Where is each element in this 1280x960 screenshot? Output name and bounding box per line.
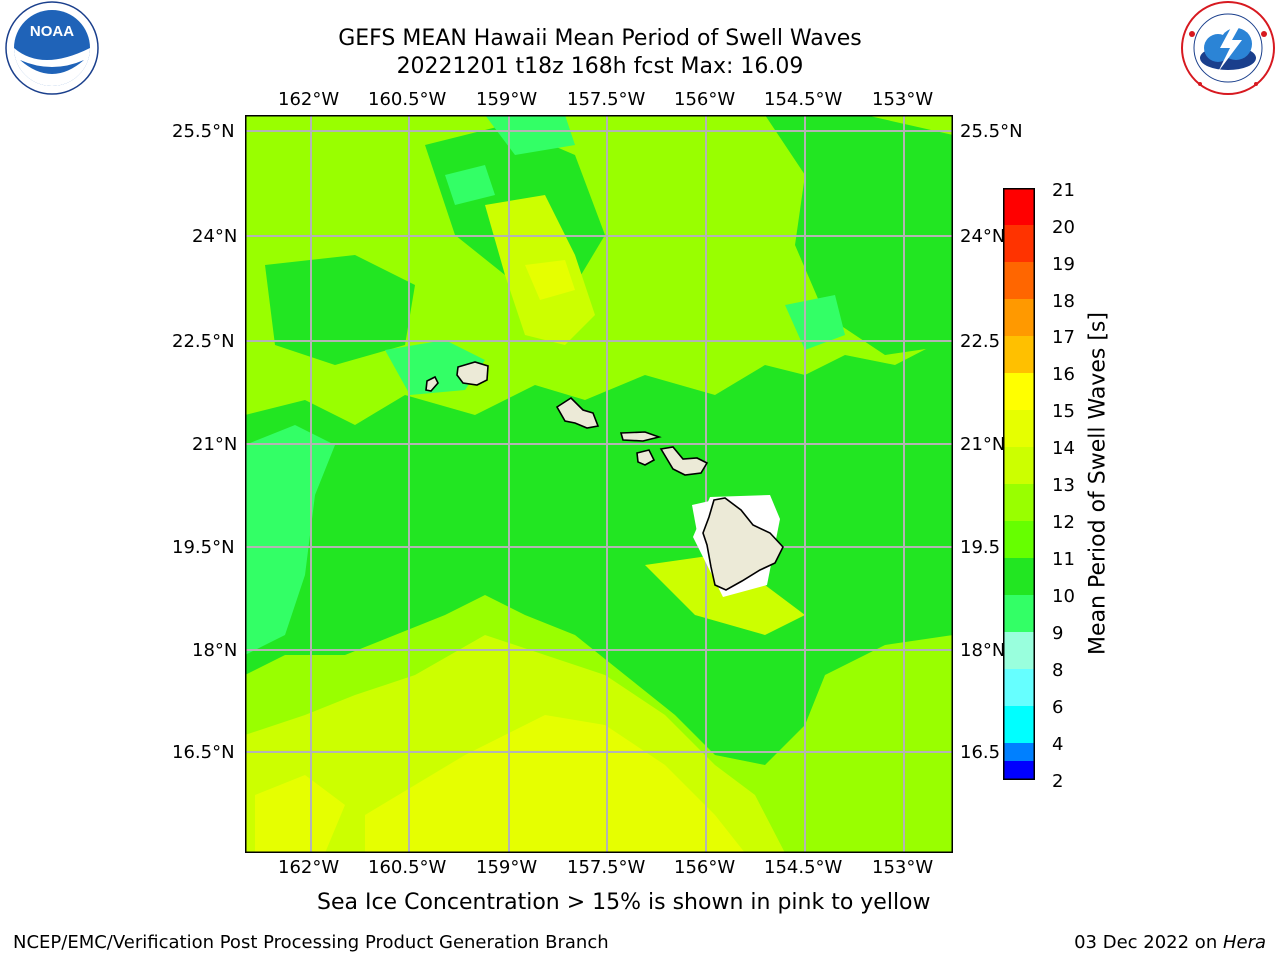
footer-host: Hera [1222,932,1266,953]
map-title: GEFS MEAN Hawaii Mean Period of Swell Wa… [338,26,862,51]
lat-tick-right: 24°N [960,226,1006,247]
map-subtitle: 20221201 t18z 168h fcst Max: 16.09 [396,54,804,79]
band-10-11 [785,295,845,350]
nws-emblem-icon [1181,1,1275,95]
lat-tick-right: 18°N [960,640,1006,661]
band-14-15 [525,260,575,300]
island-maui [659,446,709,476]
lon-tick-bottom: 156°W [674,857,736,878]
colorbar-tick: 13 [1052,475,1075,496]
colorbar-tick: 2 [1052,771,1064,792]
colorbar-scale [1003,188,1035,780]
lat-tick-right: 16.5 [960,742,1001,763]
band-10-11 [245,425,335,655]
lon-tick-bottom: 154.5°W [764,857,843,878]
lon-tick-bottom: 153°W [872,857,934,878]
band-14-15 [255,775,345,853]
map-panel[interactable] [245,115,953,853]
lon-tick-top: 156°W [674,89,736,110]
colorbar-tick: 20 [1052,217,1075,238]
island-kauai [456,361,489,386]
lat-tick-right: 21°N [960,434,1006,455]
lat-tick-left: 25.5°N [172,121,235,142]
colorbar-tick: 10 [1052,586,1075,607]
lat-tick-left: 21°N [192,434,238,455]
island-oahu [555,396,600,429]
lat-tick-left: 16.5°N [172,742,235,763]
lon-tick-bottom: 160.5°W [368,857,447,878]
colorbar-tick: 18 [1052,291,1075,312]
lon-tick-top: 153°W [872,89,934,110]
lat-tick-left: 18°N [192,640,238,661]
colorbar-tick: 9 [1052,623,1064,644]
lon-tick-top: 159°W [476,89,538,110]
lon-tick-top: 154.5°W [764,89,843,110]
colorbar [1003,188,1035,780]
band-11-12 [245,335,953,765]
colorbar-label: Mean Period of Swell Waves [s] [1085,312,1111,655]
colorbar-tick: 11 [1052,549,1075,570]
lat-tick-left: 19.5°N [172,537,235,558]
band-10-11 [485,115,575,155]
band-11-12 [265,255,415,365]
lon-tick-bottom: 159°W [476,857,538,878]
nws-logo [1178,0,1278,100]
band-14-15 [365,715,745,853]
swell-period-map [245,115,953,853]
noaa-emblem-icon: NOAA [5,1,99,95]
island-molokai [619,431,662,442]
lon-tick-bottom: 157.5°W [567,857,646,878]
colorbar-tick: 8 [1052,660,1064,681]
island-hawaii [702,497,784,591]
colorbar-tick: 21 [1052,180,1075,201]
island-niihau [425,375,439,392]
lon-tick-bottom: 162°W [278,857,340,878]
colorbar-tick: 6 [1052,697,1064,718]
colorbar-tick: 15 [1052,401,1075,422]
map-frame [245,115,953,853]
colorbar-tick: 16 [1052,364,1075,385]
colorbar-tick: 17 [1052,327,1075,348]
lat-tick-left: 22.5°N [172,331,235,352]
colorbar-tick: 12 [1052,512,1075,533]
footer-date: 03 Dec 2022 on Hera [1074,932,1266,953]
band-10-11 [445,165,495,205]
island-lanai [636,449,656,466]
graticule [245,115,953,853]
noaa-logo: NOAA [2,0,102,100]
lon-tick-top: 160.5°W [368,89,447,110]
svg-text:NOAA: NOAA [30,23,74,40]
lat-tick-right: 19.5 [960,537,1001,558]
colorbar-tick: 14 [1052,438,1075,459]
footer-credit: NCEP/EMC/Verification Post Processing Pr… [13,932,609,953]
lat-tick-right: 22.5 [960,331,1001,352]
colorbar-tick: 19 [1052,254,1075,275]
colorbar-tick: 4 [1052,734,1064,755]
lon-tick-top: 157.5°W [567,89,646,110]
lat-tick-left: 24°N [192,226,238,247]
footer-date-text: 03 Dec 2022 on [1074,932,1223,953]
sea-ice-caption: Sea Ice Concentration > 15% is shown in … [317,890,931,915]
lat-tick-right: 25.5°N [960,121,1023,142]
lon-tick-top: 162°W [278,89,340,110]
